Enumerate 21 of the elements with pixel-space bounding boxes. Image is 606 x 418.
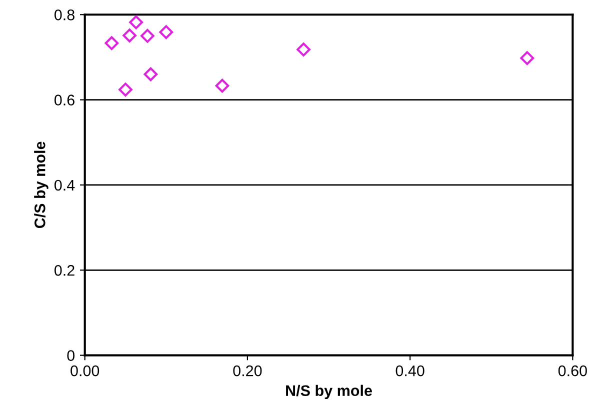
x-tick-label: 0.60 [558,365,587,376]
point [104,36,119,50]
x-tick-label: 0.00 [70,365,100,376]
point [144,67,158,82]
y-tick-label: 0.8 [54,10,74,20]
point [296,42,310,56]
point [159,25,174,40]
x-tick-label: 0.40 [396,365,424,376]
y-tick-label: 0 [67,350,75,361]
y-tick-label: 0.4 [54,180,75,191]
y-tick-label: 0.2 [54,265,74,276]
point [118,82,132,97]
x-axis-title: N/S by mole [286,384,372,400]
x-tick-label: 0.20 [233,365,262,376]
point [140,28,154,43]
point [129,15,143,30]
y-axis-title: C/S by mole [34,142,48,228]
point [215,78,230,93]
y-tick-label: 0.6 [54,94,74,106]
point [520,51,534,66]
point [122,28,136,42]
